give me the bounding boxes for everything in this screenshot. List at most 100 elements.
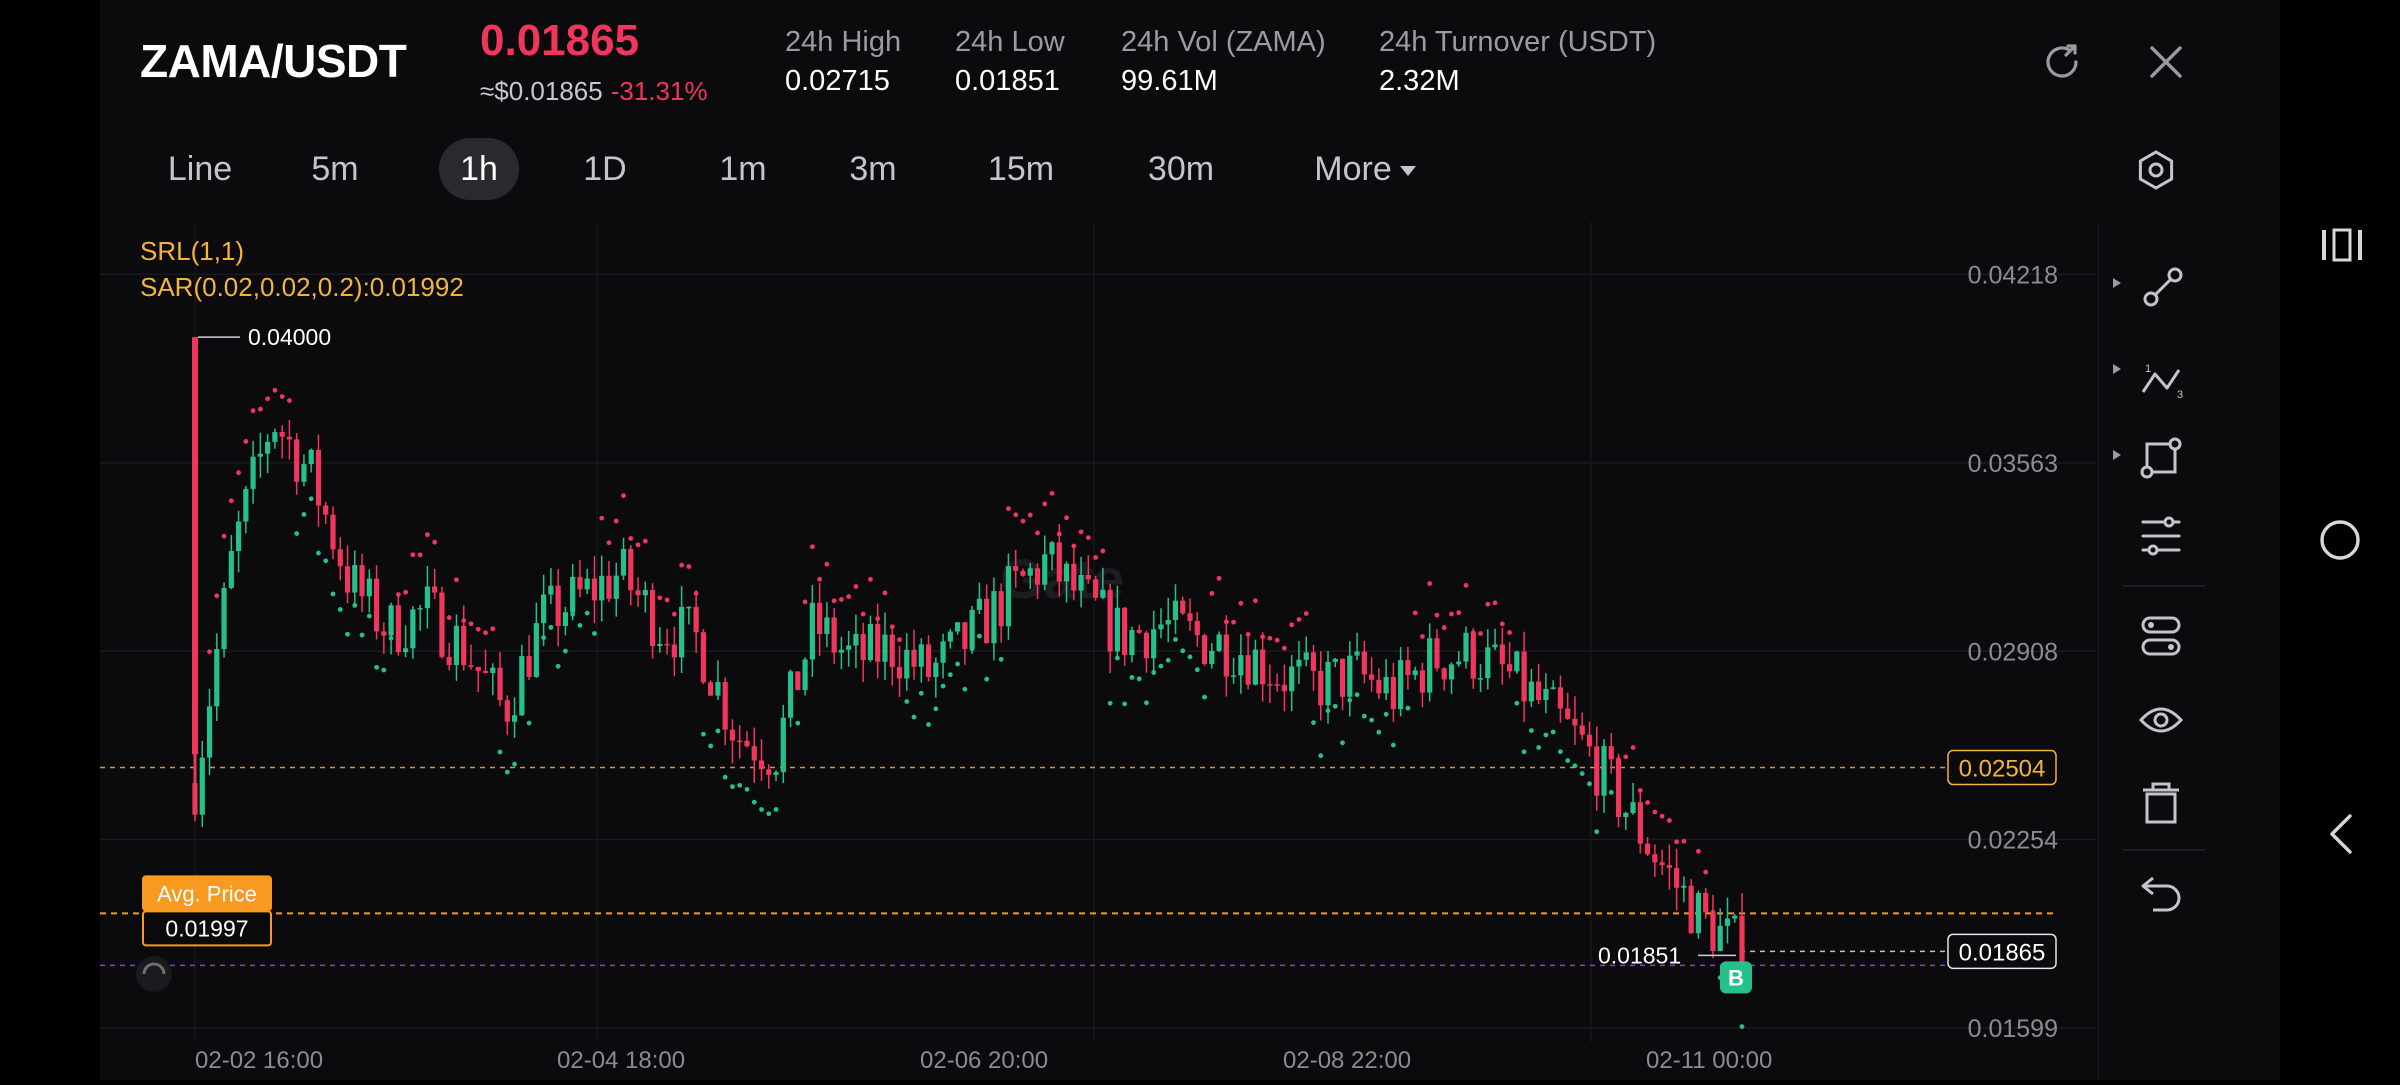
trendline-icon[interactable] [2113, 267, 2183, 307]
price-lines [100, 766, 2055, 967]
candle-body [199, 757, 205, 815]
sar-dot [1521, 749, 1527, 755]
srl-legend[interactable]: SRL(1,1) [140, 236, 245, 266]
current-price-label: 0.01865 [1959, 939, 2046, 966]
candle-body [1586, 734, 1593, 747]
rotate-icon[interactable] [2038, 38, 2086, 86]
candle-body [301, 464, 307, 482]
sar-dot [1369, 717, 1374, 723]
sar-legend[interactable]: SAR(0.02,0.02,0.2):0.01992 [140, 272, 464, 302]
sar-dot [1470, 630, 1476, 636]
undo-icon[interactable] [2141, 876, 2181, 912]
sar-dot [1601, 778, 1607, 784]
sar-dot [512, 761, 517, 767]
sar-dot [1129, 675, 1135, 680]
candle-body [1071, 563, 1077, 591]
candle-body [192, 337, 198, 755]
candle-body [969, 609, 975, 649]
sar-dot [1311, 720, 1316, 726]
sar-dot [635, 542, 641, 548]
sar-dot [1543, 732, 1549, 738]
candle-body [1013, 566, 1019, 571]
candle-body [642, 590, 648, 596]
sar-dot [439, 605, 445, 611]
wave-icon[interactable]: 1 3 [2113, 363, 2183, 401]
candle-body [381, 631, 387, 636]
sar-dot [1107, 700, 1113, 706]
sar-dot [606, 540, 612, 546]
candle-body [221, 587, 227, 650]
close-icon[interactable] [2142, 38, 2190, 86]
tab-3m[interactable]: 3m [849, 150, 897, 188]
stat-value: 2.32M [1379, 65, 1460, 97]
candle-body [962, 622, 968, 649]
sar-dot [918, 690, 924, 696]
tab-30m[interactable]: 30m [1147, 150, 1215, 188]
drawing-toolbar: 1 3 [2098, 222, 2229, 1080]
sar-dot [1013, 512, 1019, 518]
recent-apps-icon[interactable] [2322, 228, 2362, 262]
sar-dot [1209, 590, 1215, 596]
candle-body [1296, 659, 1302, 667]
tab-1d[interactable]: 1D [583, 150, 627, 188]
tab-line[interactable]: Line [167, 150, 233, 188]
trash-icon[interactable] [2143, 782, 2179, 824]
adjust-icon[interactable] [2141, 516, 2181, 556]
tab-more[interactable]: More [1280, 138, 1450, 200]
candlestick-chart[interactable]: Gate 0.04218 0.03563 0.02908 0.02254 0.01599… [100, 222, 2096, 1080]
sar-dot [751, 799, 757, 805]
sar-dot [1361, 713, 1367, 719]
sar-dot [446, 615, 452, 620]
x-tick-label: 02-06 20:00 [920, 1047, 1048, 1074]
avg-price-value-box [142, 910, 272, 947]
sar-dot [1637, 788, 1643, 793]
sar-dot [432, 539, 438, 545]
sar-dot [1710, 909, 1716, 915]
sar-dot [1180, 648, 1186, 654]
candle-body [562, 612, 569, 627]
shape-icon[interactable] [2113, 437, 2182, 479]
candle-body [1332, 658, 1338, 662]
x-tick-label: 02-11 00:00 [1646, 1047, 1772, 1074]
pair-name[interactable]: ZAMA/USDT [140, 35, 407, 87]
y-tick-label: 0.04218 [1968, 261, 2058, 289]
tab-15m[interactable]: 15m [987, 150, 1055, 188]
low-marker-label: 0.01851 [1598, 942, 1681, 968]
stat-label: 24h Low [955, 26, 1065, 58]
sar-dot [722, 774, 728, 780]
sar-dot [940, 683, 946, 689]
sar-dot [1173, 637, 1178, 642]
eye-icon[interactable] [2138, 707, 2184, 733]
sar-dot [1027, 512, 1033, 518]
back-icon[interactable] [2330, 814, 2352, 854]
tab-5m[interactable]: 5m [311, 150, 359, 188]
y-axis: 0.04218 0.03563 0.02908 0.02254 0.01599 [1968, 261, 2058, 1043]
sar-dot [904, 699, 910, 704]
candle-body [599, 575, 605, 601]
sar-dot [795, 720, 801, 726]
sar-dot [1187, 654, 1193, 660]
candle-body [1325, 661, 1331, 706]
stat-label: 24h Turnover (USDT) [1379, 26, 1657, 58]
candle-body [940, 641, 946, 663]
sar-dot [817, 576, 823, 582]
sar-dot [882, 590, 888, 596]
candle-body [918, 644, 924, 667]
sar-dot [570, 611, 576, 617]
sar-dot [1216, 575, 1222, 581]
candle-body [1187, 613, 1193, 621]
tab-1h[interactable]: 1h [439, 138, 519, 200]
sar-dots [207, 387, 1745, 1030]
layout-icon[interactable] [2141, 616, 2181, 656]
sar-dot [1325, 708, 1331, 714]
sar-dot [1223, 619, 1229, 625]
tab-1m[interactable]: 1m [719, 150, 767, 188]
sar-dot [1528, 728, 1534, 733]
sar-dot [1274, 637, 1280, 643]
candle-body [1165, 619, 1171, 625]
home-icon[interactable] [2320, 520, 2360, 560]
candle-body [359, 565, 365, 597]
settings-icon[interactable] [2134, 148, 2178, 192]
candle-body [1412, 670, 1418, 676]
sar-dot [1630, 745, 1636, 750]
